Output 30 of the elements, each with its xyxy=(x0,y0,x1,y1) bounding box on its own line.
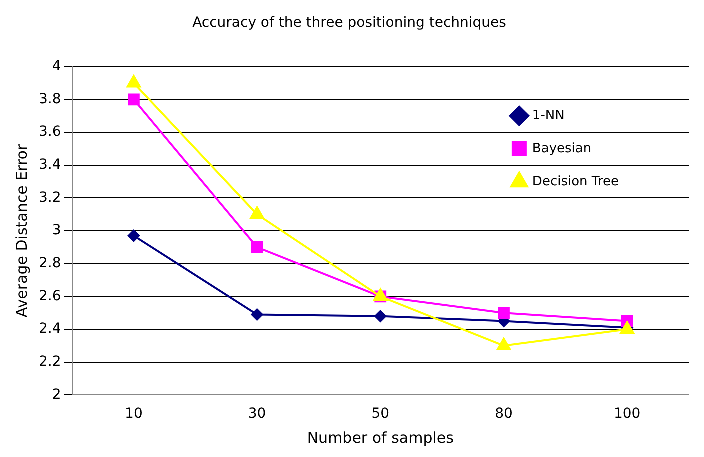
y-tick-label: 2.8 xyxy=(39,255,62,272)
legend-label: Decision Tree xyxy=(532,174,620,190)
point xyxy=(126,75,141,88)
y-axis-title: Average Distance Error xyxy=(12,144,31,318)
y-tick-label: 2.2 xyxy=(39,354,62,370)
x-tick-label: 30 xyxy=(248,406,266,422)
chart-title: Accuracy of the three positioning techniques xyxy=(192,15,506,32)
y-tick-label: 3.8 xyxy=(39,91,62,108)
y-tick-label: 2.6 xyxy=(39,288,62,304)
y-tick-label: 4 xyxy=(52,58,62,74)
point xyxy=(128,94,140,106)
y-tick-label: 3.4 xyxy=(39,156,62,173)
x-tick-label: 80 xyxy=(495,406,513,422)
point xyxy=(128,230,140,242)
y-tick-label: 3 xyxy=(52,222,62,239)
point xyxy=(250,206,264,220)
point xyxy=(251,308,264,321)
legend-label: Bayesian xyxy=(532,141,592,156)
legend-label: 1-NN xyxy=(532,108,565,124)
x-axis-title: Number of samples xyxy=(307,428,454,447)
point xyxy=(251,241,264,254)
x-tick-label: 10 xyxy=(125,406,143,422)
y-tick-label: 3.6 xyxy=(39,124,62,140)
point xyxy=(498,307,510,320)
point xyxy=(374,310,387,322)
x-tick-label: 50 xyxy=(372,406,390,422)
y-tick-label: 2 xyxy=(52,386,62,403)
x-tick-label: 100 xyxy=(614,406,641,422)
y-tick-label: 2.4 xyxy=(39,321,62,338)
y-tick-label: 3.2 xyxy=(39,190,62,206)
